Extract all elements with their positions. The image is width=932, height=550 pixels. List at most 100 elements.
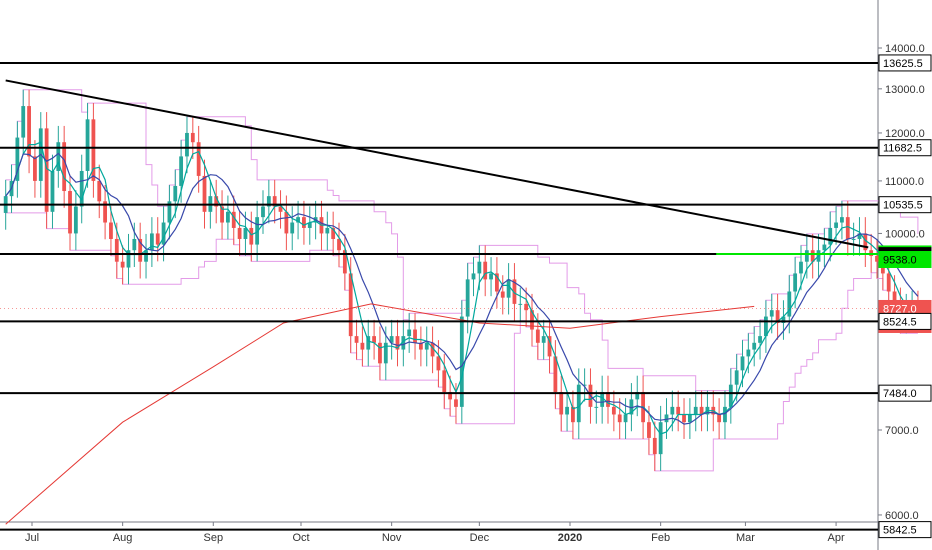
candle-body [483,261,488,280]
candle-body [214,196,219,207]
price-tag-label: 8727.0 [883,303,917,315]
candle-body [670,406,675,415]
x-tick-label: Mar [736,532,755,544]
candle-body [325,227,330,234]
price-tag-label: 9538.0 [883,255,917,267]
price-tag-box [878,312,932,330]
price-tag-label: 13625.5 [883,58,923,70]
candle-body [764,316,768,337]
candle-body [226,211,230,223]
price-tag: 9538.0 [878,251,932,269]
price-tag-label: 5842.5 [883,525,917,537]
candle-body [418,342,423,350]
candle-body [167,201,172,223]
candle-body [559,391,564,415]
candle-body [547,336,552,357]
candle-body [728,384,733,407]
x-tick-label: 2020 [558,532,582,544]
candle-body [372,336,376,343]
candle-body [50,170,55,212]
candle-body [56,142,61,171]
price-tag-box [878,521,932,539]
candle-body [875,255,879,262]
candle-body [834,222,838,228]
candle-body [828,227,833,245]
price-tag-label: 8524.5 [883,316,917,328]
candle-body [477,261,482,274]
price-tag-box [878,384,932,402]
candle-body [424,342,429,350]
candle-body [600,391,605,407]
candle-body [535,329,540,343]
candle-body [740,356,745,371]
candle-body [378,342,382,364]
candle-body [746,349,751,357]
candle-body [541,336,546,343]
candle-body [401,336,406,350]
y-tick-label: 6000.0 [885,510,919,522]
candle-body [354,336,359,343]
candle-body [687,414,692,423]
candle-body [787,291,792,317]
candle-body [278,206,283,212]
price-tag-box [878,139,932,157]
fast-ma-line [5,141,919,435]
y-tick-label: 12000.0 [885,128,925,140]
candle-body [506,279,511,298]
trendline [5,79,869,249]
candle-body [237,227,242,239]
candle-body [202,175,207,212]
candle-body [21,106,26,138]
candle-body [231,211,236,228]
candle-body [495,273,499,292]
candle-body [606,391,610,407]
candle-body [109,222,113,239]
candle-body [173,185,178,202]
candle-body [179,156,184,186]
candle-body [302,217,306,228]
candle-body [769,310,774,317]
x-tick-label: Nov [382,532,402,544]
candle-body [62,142,67,192]
candle-body [518,303,523,305]
candle-body [290,222,295,234]
candle-body [73,206,78,234]
candle-body [337,238,341,251]
candle-body [389,336,394,343]
price-tag: 13625.5 [878,54,932,72]
candle-body [348,273,353,337]
x-tick-label: Feb [651,532,670,544]
candle-body [448,391,453,400]
candle-body [144,250,148,262]
candle-body [272,196,277,207]
candle-body [682,414,686,423]
candle-body [132,238,137,251]
candle-body [723,406,727,423]
candle-body [810,250,815,262]
candle-body [530,310,534,330]
slow-ma-line [5,152,919,425]
candle-body [775,310,780,323]
candle-body [465,279,470,317]
x-tick-label: Apr [828,532,845,544]
candle-body [413,329,417,343]
y-tick-label: 10000.0 [885,228,925,240]
candle-body [594,406,599,408]
candle-body [442,370,447,392]
candle-body [804,250,809,262]
candle-body [138,238,143,262]
candle-body [576,384,581,423]
candle-body [500,291,505,298]
candles [3,89,920,471]
candle-body [845,217,850,239]
candle-body [799,261,803,274]
y-tick-label: 13000.0 [885,84,925,96]
candle-body [459,316,464,407]
x-tick-label: Jul [25,532,39,544]
candle-body [114,238,119,262]
candle-body [261,206,265,218]
candle-body [185,132,189,157]
candle-body [296,217,300,223]
